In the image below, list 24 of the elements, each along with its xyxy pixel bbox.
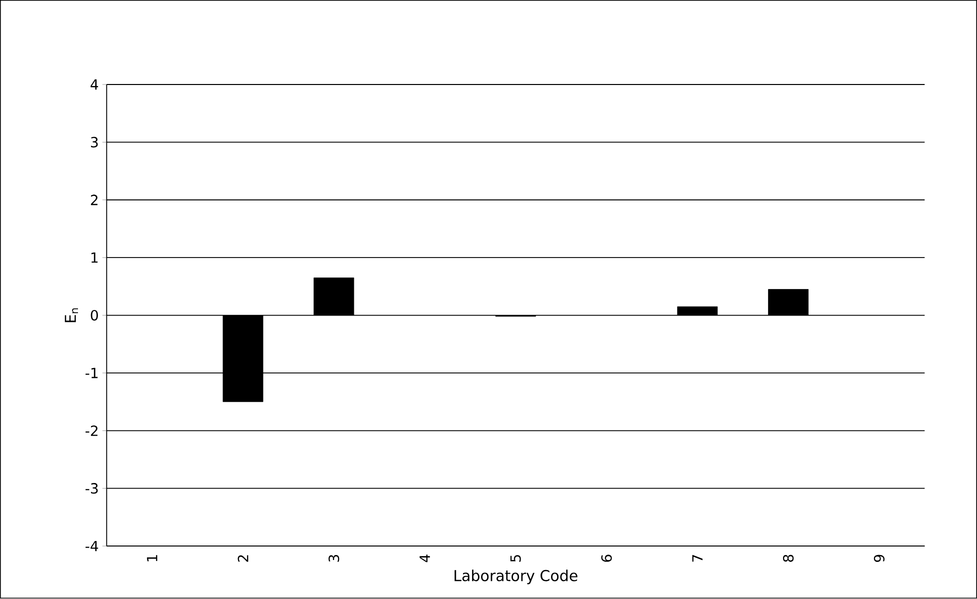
x-tick-label: 9 [874,555,885,562]
x-tick-label: 8 [783,555,794,562]
x-tick-label: 5 [510,555,521,562]
x-axis-title: Laboratory Code [454,570,578,584]
y-tick-label: 1 [91,252,98,263]
x-tick-label: 3 [328,555,340,562]
bar [222,315,264,402]
x-tick-label: 4 [420,554,430,562]
x-tick-label: 2 [238,555,248,562]
bar [314,278,354,316]
bar [677,306,718,316]
x-tick-label: 7 [692,555,703,562]
y-tick-label: -4 [86,541,98,552]
y-axis-title: E$_{n}$ [64,308,78,322]
x-tick-label: 6 [601,554,612,562]
y-tick-label: 0 [90,310,98,321]
y-tick-label: 4 [90,80,98,90]
y-tick-label: 2 [90,194,98,206]
bar [768,289,809,316]
x-tick-label: 1 [146,555,158,562]
y-tick-label: -2 [86,426,98,436]
y-tick-label: -1 [86,368,98,378]
y-tick-label: -3 [86,483,98,494]
y-tick-label: 3 [90,137,98,148]
